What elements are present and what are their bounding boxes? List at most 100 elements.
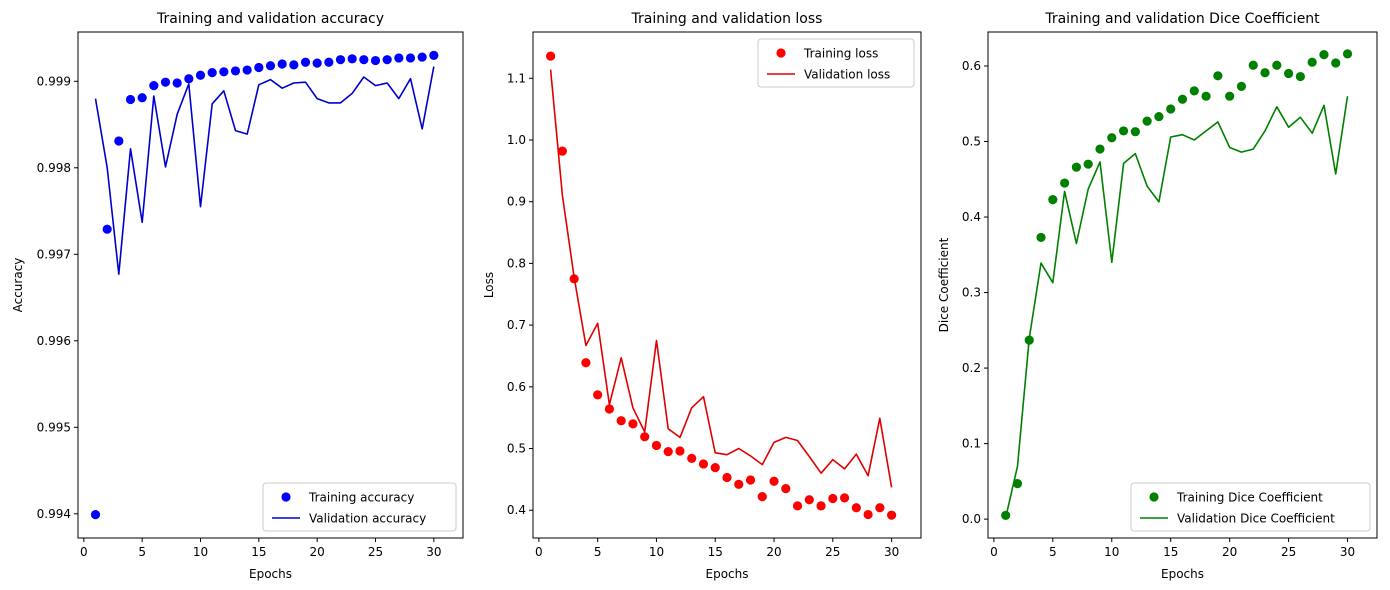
data-point-training-loss bbox=[887, 510, 897, 520]
y-tick-label: 0.4 bbox=[507, 503, 526, 517]
x-tick-label: 0 bbox=[535, 545, 543, 559]
data-point-training-loss bbox=[546, 51, 556, 61]
chart-loss: Training and validation loss 0 5 10 15 20 25 30… bbox=[482, 11, 922, 581]
data-point-training-dice-coefficient bbox=[1060, 178, 1070, 188]
data-point-training-dice-coefficient bbox=[1036, 232, 1046, 243]
data-point-training-dice-coefficient bbox=[1118, 126, 1129, 136]
data-point-training-accuracy bbox=[289, 60, 299, 70]
x-axis-label: Epochs bbox=[1161, 567, 1204, 581]
data-point-training-accuracy bbox=[125, 94, 136, 105]
data-point-training-loss bbox=[839, 493, 850, 503]
x-tick-label: 25 bbox=[1281, 545, 1296, 559]
data-point-training-dice-coefficient bbox=[1083, 159, 1093, 169]
data-point-training-dice-coefficient bbox=[1331, 58, 1341, 68]
data-point-training-loss bbox=[675, 446, 685, 456]
data-point-training-accuracy bbox=[114, 136, 124, 146]
legend-frame bbox=[1130, 482, 1371, 532]
data-point-training-accuracy bbox=[90, 510, 101, 520]
y-tick-label: 0.996 bbox=[37, 334, 71, 348]
data-point-training-loss bbox=[663, 447, 673, 457]
data-point-training-loss bbox=[604, 404, 615, 414]
y-tick-label: 0.994 bbox=[37, 507, 71, 521]
legend-frame bbox=[757, 38, 915, 88]
data-point-training-dice-coefficient bbox=[1189, 86, 1199, 96]
data-point-training-accuracy bbox=[242, 65, 252, 75]
data-point-training-loss bbox=[769, 476, 779, 486]
data-point-training-loss bbox=[757, 492, 767, 502]
data-point-training-dice-coefficient bbox=[1071, 162, 1082, 172]
data-point-training-accuracy bbox=[300, 57, 311, 67]
x-tick-label: 5 bbox=[594, 545, 602, 559]
data-point-training-dice-coefficient bbox=[1095, 144, 1105, 154]
x-tick-label: 30 bbox=[1340, 545, 1355, 559]
legend: Training accuracy Validation accuracy bbox=[262, 482, 457, 532]
data-point-training-accuracy bbox=[359, 55, 369, 65]
data-point-training-loss bbox=[651, 440, 662, 451]
data-point-training-loss bbox=[828, 493, 838, 504]
data-point-training-accuracy bbox=[207, 68, 217, 78]
x-tick-label: 5 bbox=[138, 545, 146, 559]
data-point-training-dice-coefficient bbox=[1295, 71, 1305, 82]
series-line-validation-accuracy bbox=[94, 66, 435, 276]
x-tick-label: 20 bbox=[310, 545, 325, 559]
y-tick-label: 0.3 bbox=[962, 286, 981, 300]
chart-title: Training and validation Dice Coefficient bbox=[1044, 11, 1320, 27]
data-point-training-dice-coefficient bbox=[1154, 111, 1164, 122]
data-point-training-accuracy bbox=[195, 70, 206, 80]
x-tick-label: 10 bbox=[193, 545, 208, 559]
legend-marker-points bbox=[776, 48, 786, 58]
data-point-training-accuracy bbox=[277, 59, 287, 69]
x-tick-label: 0 bbox=[990, 545, 998, 559]
data-point-training-accuracy bbox=[102, 224, 112, 234]
y-axis-label: Accuracy bbox=[11, 258, 25, 313]
data-point-training-dice-coefficient bbox=[1130, 127, 1140, 137]
legend: Training Dice Coefficient Validation Dice… bbox=[1130, 482, 1371, 532]
data-point-training-accuracy bbox=[219, 67, 229, 77]
data-point-training-accuracy bbox=[394, 53, 404, 63]
data-point-training-dice-coefficient bbox=[1307, 57, 1317, 67]
legend-label: Validation loss bbox=[804, 68, 890, 82]
data-point-training-accuracy bbox=[335, 55, 346, 65]
y-tick-label: 0.9 bbox=[507, 195, 526, 209]
data-point-training-dice-coefficient bbox=[1012, 479, 1023, 489]
x-tick-label: 30 bbox=[884, 545, 899, 559]
data-point-training-dice-coefficient bbox=[1236, 81, 1247, 91]
legend-frame bbox=[262, 482, 457, 532]
data-point-training-dice-coefficient bbox=[1166, 104, 1176, 114]
data-point-training-accuracy bbox=[184, 74, 194, 84]
legend-marker-points bbox=[1149, 492, 1159, 502]
x-tick-label: 5 bbox=[1049, 545, 1057, 559]
data-point-training-accuracy bbox=[324, 57, 334, 67]
y-tick-label: 1.1 bbox=[507, 71, 526, 85]
data-point-training-accuracy bbox=[370, 55, 381, 66]
data-point-training-accuracy bbox=[265, 61, 276, 71]
legend-label: Validation accuracy bbox=[309, 512, 426, 526]
data-point-training-loss bbox=[722, 472, 732, 483]
plot-frame bbox=[77, 31, 464, 539]
data-point-training-dice-coefficient bbox=[1260, 68, 1270, 78]
data-point-training-loss bbox=[557, 146, 567, 156]
x-tick-label: 20 bbox=[1222, 545, 1237, 559]
x-tick-label: 15 bbox=[251, 545, 266, 559]
data-point-training-dice-coefficient bbox=[1201, 91, 1211, 101]
x-tick-label: 15 bbox=[708, 545, 723, 559]
x-tick-label: 25 bbox=[368, 545, 383, 559]
y-tick-label: 0.2 bbox=[962, 361, 981, 375]
data-point-training-dice-coefficient bbox=[1213, 71, 1223, 81]
legend-label: Training Dice Coefficient bbox=[1176, 491, 1323, 505]
data-point-training-loss bbox=[593, 390, 603, 400]
y-tick-label: 0.7 bbox=[507, 318, 526, 332]
x-axis-label: Epochs bbox=[706, 567, 749, 581]
data-point-training-accuracy bbox=[137, 93, 147, 103]
x-tick-label: 10 bbox=[649, 545, 664, 559]
chart-title: Training and validation loss bbox=[631, 11, 823, 27]
data-point-training-dice-coefficient bbox=[1342, 49, 1353, 59]
data-point-training-accuracy bbox=[172, 78, 182, 88]
data-point-training-loss bbox=[734, 479, 744, 489]
y-tick-label: 1.0 bbox=[507, 133, 526, 147]
data-point-training-loss bbox=[745, 475, 756, 485]
data-point-training-loss bbox=[616, 416, 626, 426]
plot-frame bbox=[987, 31, 1378, 539]
legend: Training loss Validation loss bbox=[757, 38, 915, 88]
